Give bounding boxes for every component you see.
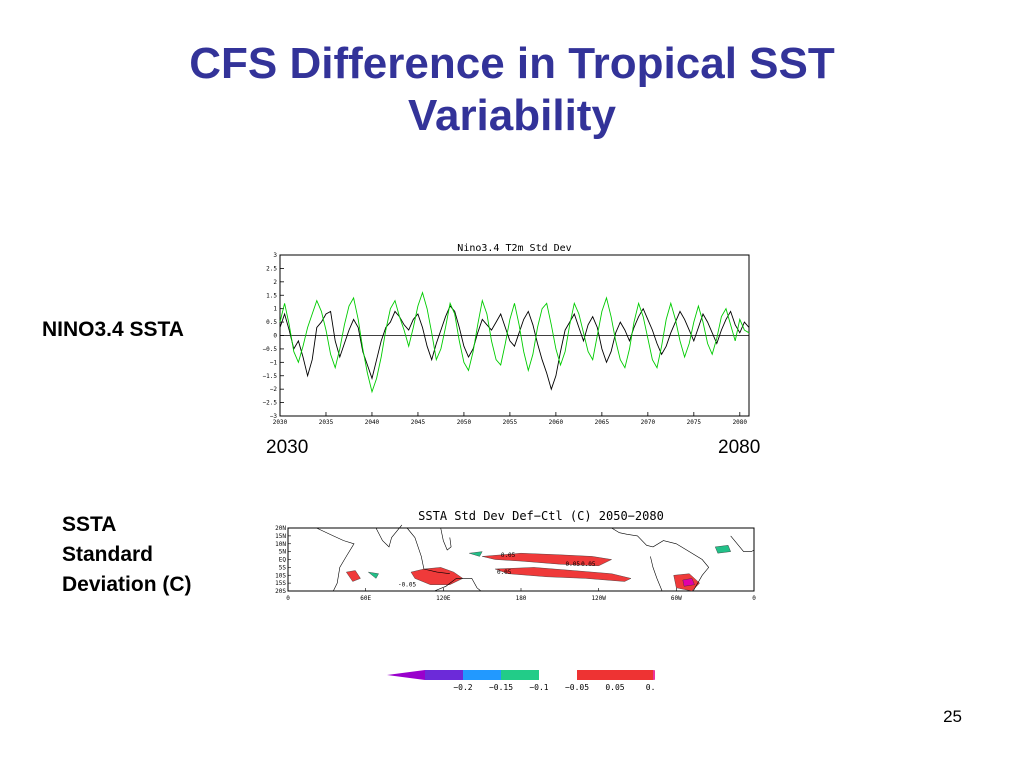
- colorbar-swatch: [577, 670, 615, 680]
- year-start-label: 2030: [266, 437, 309, 458]
- anomaly-region: [714, 545, 731, 554]
- lon-tick-label: 180: [516, 595, 527, 602]
- contour-label: 0.05: [581, 561, 596, 568]
- nino-label: NINO3.4 SSTA: [42, 318, 184, 341]
- lat-tick-label: EQ: [279, 557, 287, 564]
- lon-tick-label: 60W: [671, 595, 682, 602]
- x-tick-label: 2040: [365, 419, 380, 426]
- coastline: [316, 527, 355, 592]
- map-title: SSTA Std Dev Def−Ctl (C) 2050−2080: [418, 509, 664, 523]
- y-tick-label: −1: [270, 359, 278, 366]
- anomaly-region: [367, 571, 379, 579]
- x-tick-label: 2070: [641, 419, 656, 426]
- x-tick-label: 2030: [273, 419, 288, 426]
- lat-tick-label: 15N: [275, 533, 286, 540]
- colorbar-swatch: [463, 670, 501, 680]
- coastline: [406, 527, 450, 574]
- colorbar-label: −0.1: [529, 683, 548, 692]
- colorbar-arrow-right: [653, 670, 655, 680]
- coastline: [650, 556, 663, 592]
- anomaly-region: [469, 551, 483, 557]
- colorbar-label: 0.05: [605, 683, 624, 692]
- contour-label: 0.05: [566, 561, 581, 568]
- colorbar-swatch: [425, 670, 463, 680]
- anomaly-region: [682, 578, 695, 587]
- lat-tick-label: 5S: [279, 564, 287, 571]
- y-tick-label: 1.5: [266, 292, 277, 299]
- anomaly-region: [345, 570, 361, 582]
- x-tick-label: 2050: [457, 419, 472, 426]
- contour-label: -0.05: [398, 582, 416, 589]
- lon-tick-label: 120W: [591, 595, 606, 602]
- lon-tick-label: 120E: [436, 595, 451, 602]
- colorbar-label: 0.1: [646, 683, 655, 692]
- x-tick-label: 2045: [411, 419, 426, 426]
- ssta-label-line-2: Standard: [62, 543, 154, 566]
- y-tick-label: 2: [273, 279, 277, 286]
- title-line-1: CFS Difference in Tropical SST: [189, 39, 835, 88]
- lat-tick-label: 10S: [275, 572, 286, 579]
- series-line-2: [279, 291, 750, 394]
- coastline: [434, 578, 482, 592]
- nino-timeseries-chart: Nino3.4 T2m Std Dev 3 2.5 2 1.5 1 0.5 0 −0.5 −1 −1…: [263, 243, 750, 426]
- y-tick-label: 1: [273, 306, 277, 313]
- colorbar-swatch: [615, 670, 653, 680]
- chart-title: Nino3.4 T2m Std Dev: [457, 243, 571, 254]
- ssta-label: SSTA Standard Deviation (C): [62, 510, 192, 600]
- x-tick-label: 2075: [687, 419, 702, 426]
- coastline: [611, 527, 710, 592]
- ssta-label-line-1: SSTA: [62, 513, 117, 536]
- coastline: [375, 524, 403, 548]
- series-line-1: [279, 305, 750, 391]
- page-number: 25: [943, 707, 962, 726]
- lat-tick-label: 15S: [275, 580, 286, 587]
- y-tick-label: −2: [270, 386, 278, 393]
- contour-label: 0.05: [501, 552, 516, 559]
- x-tick-label: 2065: [595, 419, 610, 426]
- y-tick-label: 0: [273, 333, 277, 340]
- x-tick-label: 2080: [733, 419, 748, 426]
- y-tick-label: −0.5: [263, 346, 278, 353]
- colorbar-swatch: [501, 670, 539, 680]
- ssta-label-line-3: Deviation (C): [62, 573, 192, 596]
- contour-label: 0.05: [497, 569, 512, 576]
- colorbar-arrow-left: [387, 670, 425, 680]
- lat-tick-label: 10N: [275, 541, 286, 548]
- ssta-std-dev-map: SSTA Std Dev Def−Ctl (C) 2050−2080 20N15N…: [275, 509, 756, 602]
- lat-tick-label: 20S: [275, 588, 286, 595]
- colorbar-swatch: [539, 670, 577, 680]
- slide-title: CFS Difference in Tropical SST Variabili…: [0, 38, 1024, 142]
- lon-tick-label: 0: [286, 595, 290, 602]
- title-line-2: Variability: [408, 91, 616, 140]
- colorbar-legend: −0.2 −0.15 −0.1 −0.05 0.05 0.1: [387, 670, 655, 692]
- x-tick-label: 2035: [319, 419, 334, 426]
- y-tick-label: −1.5: [263, 373, 278, 380]
- y-tick-label: 0.5: [266, 319, 277, 326]
- colorbar-label: −0.05: [565, 683, 589, 692]
- x-tick-label: 2055: [503, 419, 518, 426]
- coastline: [440, 527, 452, 551]
- year-end-label: 2080: [718, 437, 761, 458]
- y-tick-label: −3: [270, 413, 278, 420]
- anomaly-region: [482, 552, 613, 567]
- lat-tick-label: 20N: [275, 525, 286, 532]
- x-tick-label: 2060: [549, 419, 564, 426]
- y-tick-label: −2.5: [263, 400, 278, 407]
- lon-tick-label: 60E: [360, 595, 371, 602]
- lon-tick-label: 0: [752, 595, 756, 602]
- colorbar-label: −0.2: [453, 683, 472, 692]
- y-tick-label: 3: [273, 252, 277, 259]
- lat-tick-label: 5N: [279, 549, 287, 556]
- anomaly-region: [495, 567, 632, 582]
- coastline: [730, 535, 755, 552]
- colorbar-label: −0.15: [489, 683, 513, 692]
- y-tick-label: 2.5: [266, 265, 277, 272]
